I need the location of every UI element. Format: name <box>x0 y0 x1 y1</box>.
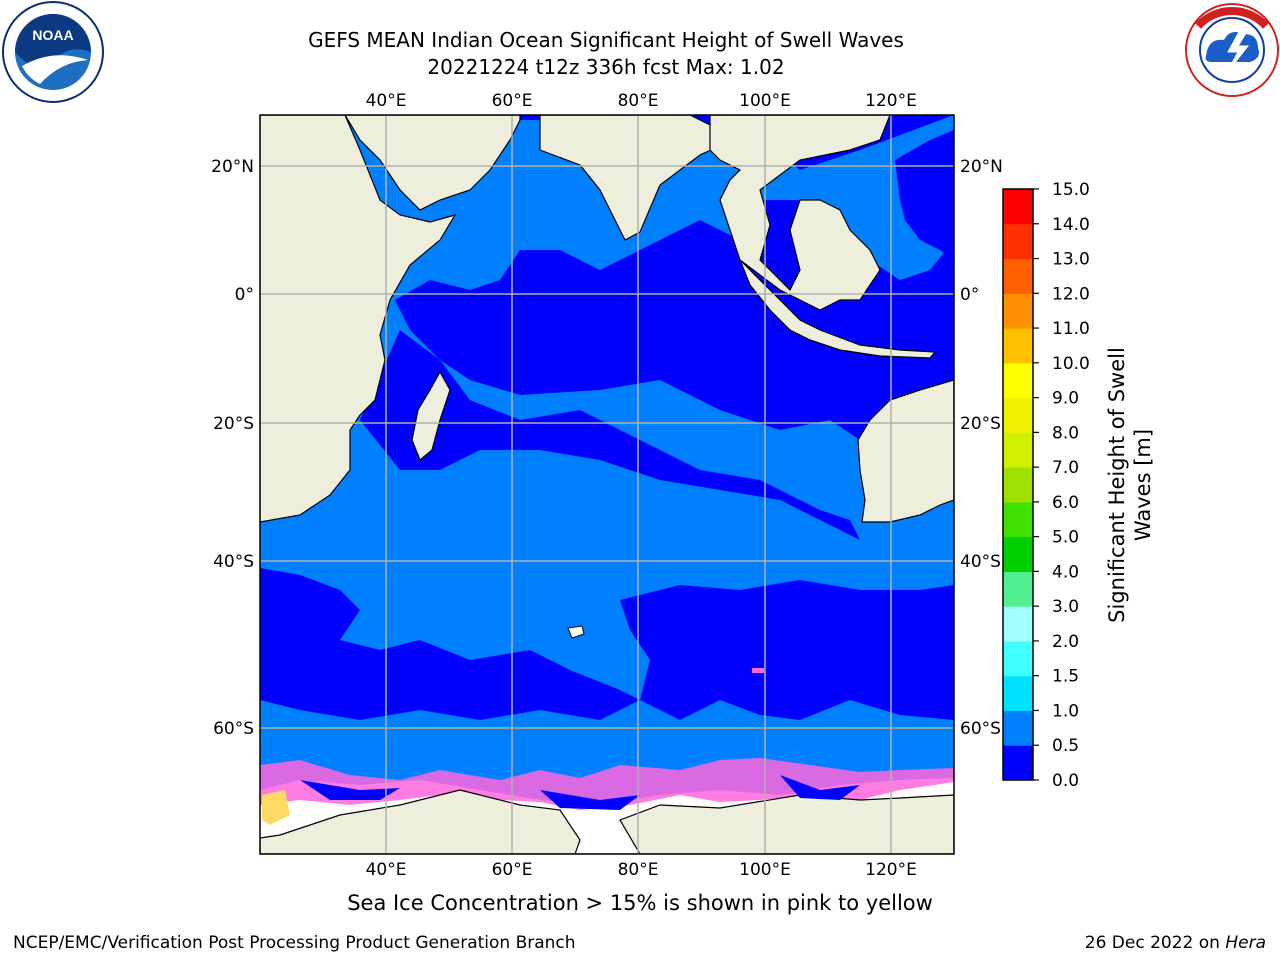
colorbar-tick-label: 9.0 <box>1052 389 1079 409</box>
lon-tick-bottom: 100°E <box>739 860 791 880</box>
colorbar-tick-label: 2.0 <box>1052 632 1079 652</box>
lat-tick-left: 0° <box>235 285 254 305</box>
sea-ice-spot <box>752 668 764 673</box>
lat-tick-right: 20°S <box>960 414 1001 434</box>
colorbar-tick-label: 7.0 <box>1052 458 1079 478</box>
colorbar-tick-label: 11.0 <box>1052 319 1090 339</box>
footer-credit: NCEP/EMC/Verification Post Processing Pr… <box>13 933 576 953</box>
lat-tick-left: 60°S <box>213 719 254 739</box>
footer-host: Hera <box>1225 933 1266 953</box>
lat-tick-right: 40°S <box>960 552 1001 572</box>
colorbar-swatch <box>1003 710 1033 746</box>
colorbar-swatch <box>1003 432 1033 468</box>
colorbar-tick-label: 1.0 <box>1052 701 1079 721</box>
sea-ice-pink-edge <box>260 758 954 810</box>
colorbar-swatch <box>1003 536 1033 572</box>
land-kerguelen <box>567 625 585 639</box>
chart-subtitle: 20221224 t12z 336h fcst Max: 1.02 <box>427 55 785 79</box>
land-africa-arabia <box>260 115 521 211</box>
colorbar-tick-label: 0.5 <box>1052 736 1079 756</box>
footer-date: 26 Dec 2022 on Hera <box>1085 933 1266 953</box>
land-antarctica <box>260 789 954 854</box>
colorbar-swatch <box>1003 745 1033 781</box>
lat-tick-left: 20°N <box>211 157 254 177</box>
lat-tick-right: 0° <box>960 285 979 305</box>
lon-tick-top: 100°E <box>739 91 791 111</box>
colorbar <box>1003 189 1033 781</box>
noaa-logo: NOAA <box>2 1 104 103</box>
map-frame <box>259 114 955 855</box>
colorbar-tick-label: 6.0 <box>1052 493 1079 513</box>
colorbar-label-line2: Waves [m] <box>1131 429 1155 541</box>
swell-low-southern-ocean-west <box>260 568 640 720</box>
land-sumatra-java <box>739 259 937 359</box>
swell-low-southern-ocean-east <box>620 580 954 720</box>
map-panel <box>260 115 954 854</box>
land-east-africa <box>260 115 457 523</box>
colorbar-swatch <box>1003 223 1033 260</box>
colorbar-tick-label: 15.0 <box>1052 180 1090 200</box>
swell-low-north <box>380 115 954 440</box>
colorbar-tick-label: 5.0 <box>1052 528 1079 548</box>
colorbar-swatch <box>1003 258 1033 294</box>
colorbar-swatch <box>1003 606 1033 642</box>
colorbar-swatch <box>1003 640 1033 677</box>
lon-tick-bottom: 80°E <box>618 860 659 880</box>
lat-tick-labels: 20°N 0° 20°S 40°S 60°S 20°N 0° 20°S 40°S… <box>211 157 1003 739</box>
map-gridlines <box>260 115 954 854</box>
colorbar-tick-label: 0.0 <box>1052 771 1079 791</box>
sea-ice-yellow-patch <box>262 790 290 825</box>
colorbar-frame <box>1002 188 1034 781</box>
sea-ice-low-swell <box>300 775 860 810</box>
lon-tick-bottom: 40°E <box>366 860 407 880</box>
footer-date-text: 26 Dec 2022 on <box>1084 933 1220 953</box>
colorbar-label-line1: Significant Height of Swell <box>1105 347 1129 623</box>
lat-tick-left: 40°S <box>213 552 254 572</box>
colorbar-swatch <box>1003 501 1033 538</box>
lon-tick-top: 120°E <box>865 91 917 111</box>
lon-tick-bottom: 120°E <box>865 860 917 880</box>
land-islands-east <box>895 130 954 260</box>
colorbar-tick-label: 12.0 <box>1052 284 1090 304</box>
colorbar-tick-label: 1.5 <box>1052 667 1079 687</box>
colorbar-tick-labels: 0.0 0.5 1.0 1.5 2.0 3.0 4.0 5.0 6.0 7.0 8.0 9.0 10.0… <box>1033 180 1090 791</box>
lat-tick-right: 60°S <box>960 719 1001 739</box>
colorbar-tick-label: 10.0 <box>1052 354 1090 374</box>
colorbar-tick-label: 14.0 <box>1052 215 1090 235</box>
colorbar-swatch <box>1003 362 1033 399</box>
land-madagascar <box>411 370 451 461</box>
colorbar-tick-label: 4.0 <box>1052 562 1079 582</box>
colorbar-swatch <box>1003 293 1033 329</box>
lon-tick-top: 60°E <box>492 91 533 111</box>
land-australia <box>857 379 954 523</box>
nws-logo <box>1185 3 1279 97</box>
colorbar-swatch <box>1003 467 1033 503</box>
colorbar-swatch <box>1003 328 1033 364</box>
lon-tick-top: 40°E <box>366 91 407 111</box>
lon-tick-top: 80°E <box>618 91 659 111</box>
land-se-asia <box>709 115 891 311</box>
colorbar-swatch <box>1003 397 1033 433</box>
colorbar-swatch <box>1003 571 1033 607</box>
lat-tick-left: 20°S <box>213 414 254 434</box>
colorbar-swatch <box>1003 189 1033 225</box>
land-india <box>539 115 716 241</box>
lat-tick-right: 20°N <box>960 157 1003 177</box>
colorbar-swatch <box>1003 675 1033 711</box>
colorbar-tick-label: 13.0 <box>1052 250 1090 270</box>
swell-low-madagascar-zone <box>360 330 860 540</box>
lon-tick-bottom: 60°E <box>492 860 533 880</box>
colorbar-tick-label: 3.0 <box>1052 597 1079 617</box>
chart-title: GEFS MEAN Indian Ocean Significant Heigh… <box>308 28 904 52</box>
ice-caption: Sea Ice Concentration > 15% is shown in … <box>347 891 933 915</box>
noaa-wordmark: NOAA <box>32 27 73 43</box>
colorbar-tick-label: 8.0 <box>1052 423 1079 443</box>
lon-tick-labels: 40°E 60°E 80°E 100°E 120°E 40°E 60°E 80°… <box>366 91 917 880</box>
